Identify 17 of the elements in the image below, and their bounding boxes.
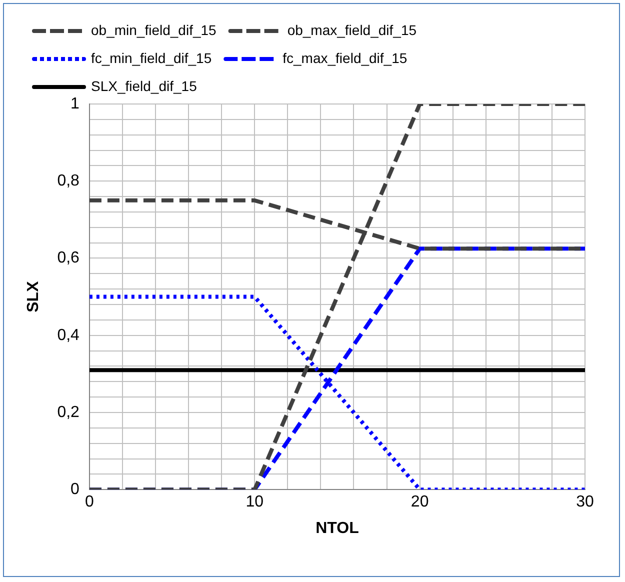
legend-label: fc_max_field_dif_15 — [282, 50, 408, 66]
x-tick-label: 20 — [410, 494, 429, 511]
x-tick-label: 30 — [576, 494, 594, 511]
x-tick-label: 10 — [246, 494, 264, 511]
y-tick-label: 1 — [70, 95, 80, 112]
y-tick-label: 0,8 — [57, 172, 80, 190]
y-tick-label: 0,2 — [57, 404, 80, 421]
y-tick-label: 0,6 — [57, 250, 80, 267]
y-tick-label: 0 — [70, 481, 80, 498]
y-tick-label: 0,4 — [57, 326, 80, 344]
legend-label: ob_max_field_dif_15 — [287, 22, 417, 38]
legend-label: fc_min_field_dif_15 — [91, 50, 212, 66]
y-axis-title: SLX — [25, 280, 42, 312]
legend-label: SLX_field_dif_15 — [91, 78, 198, 94]
legend-label: ob_min_field_dif_15 — [91, 22, 217, 38]
x-axis-title: NTOL — [316, 520, 360, 537]
x-tick-label: 0 — [84, 494, 94, 511]
